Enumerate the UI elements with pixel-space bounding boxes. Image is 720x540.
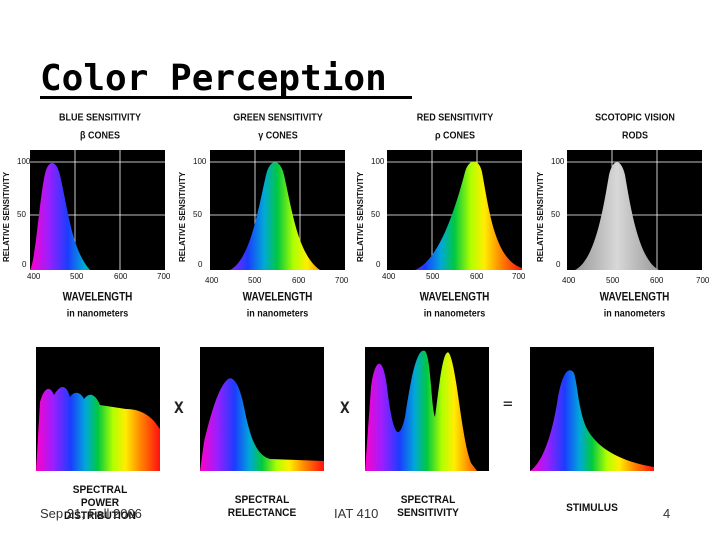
spectral-sensitivity-box [365,347,489,471]
panel-title: BLUE SENSITIVITY [58,111,141,123]
y-tick: 50 [17,210,26,219]
title-underline [40,96,412,99]
y-tick: 100 [17,157,31,166]
spectral-reflectance-box [200,347,324,471]
page-number: 4 [663,506,671,521]
y-tick: 0 [376,260,381,269]
x-tick: 600 [650,276,664,285]
x-axis-label: WAVELENGTH [419,291,490,304]
sensitivity-plot [567,150,702,270]
spectral-power-distribution-box [36,347,160,471]
x-tick: 500 [606,276,620,285]
y-tick: 0 [198,260,203,269]
y-axis-label: RELATIVE SENSITIVITY [178,171,187,262]
x-tick: 400 [205,276,219,285]
spectrum-fill [30,150,165,270]
x-tick: 500 [248,276,262,285]
scotopic-curve [575,162,659,270]
x-tick: 400 [562,276,576,285]
x-axis-label: WAVELENGTH [62,291,133,304]
footer-course: IAT 410 [334,506,379,521]
caption-stimulus: STIMULUS [566,502,618,514]
x-axis-label: WAVELENGTH [599,291,670,304]
y-tick: 100 [551,157,565,166]
sensitivity-plot [210,150,345,270]
multiply-operator: X [340,398,350,417]
panel-subtitle: β CONES [80,129,120,141]
x-tick: 400 [382,272,396,281]
x-tick: 700 [696,276,710,285]
y-tick: 50 [193,210,202,219]
equals-operator: = [503,394,513,413]
panel-title: GREEN SENSITIVITY [233,111,323,123]
panel-title: SCOTOPIC VISION [595,111,675,123]
sensitivity-plot [30,150,165,270]
multiply-operator: X [174,398,184,417]
x-axis-label: WAVELENGTH [242,291,313,304]
y-tick: 100 [371,157,385,166]
x-tick: 600 [114,272,128,281]
caption-spectral-sensitivity: SPECTRAL SENSITIVITY [397,494,459,519]
spectrum-fill [387,150,522,270]
x-tick: 400 [27,272,41,281]
x-tick: 500 [70,272,84,281]
x-tick: 600 [470,272,484,281]
y-tick: 0 [556,260,561,269]
caption-spectral-power-distribution: SPECTRAL POWER DISTRIBUTION [64,484,136,522]
spectrum-fill [210,150,345,270]
y-tick: 100 [193,157,207,166]
y-tick: 50 [371,210,380,219]
caption-spectral-reflectance: SPECTRAL RELECTANCE [227,494,297,519]
slide-title: Color Perception [40,58,387,99]
sensitivity-plot [387,150,522,270]
panel-subtitle: RODS [621,129,648,141]
x-tick: 700 [335,276,349,285]
x-tick: 700 [512,272,526,281]
x-axis-unit: in nanometers [246,307,309,319]
y-tick: 50 [551,210,560,219]
x-axis-unit: in nanometers [603,307,666,319]
y-axis-label: RELATIVE SENSITIVITY [2,171,11,262]
x-tick: 500 [426,272,440,281]
footer-date: Sep 21, Fall 2006 [40,506,142,521]
x-axis-unit: in nanometers [423,307,486,319]
panel-subtitle: γ CONES [258,129,298,141]
x-tick: 700 [157,272,171,281]
x-tick: 600 [292,276,306,285]
stimulus-box [530,347,654,471]
y-axis-label: RELATIVE SENSITIVITY [356,171,365,262]
panel-subtitle: ρ CONES [434,129,476,141]
y-axis-label: RELATIVE SENSITIVITY [536,171,545,262]
y-tick: 0 [22,260,27,269]
x-axis-unit: in nanometers [66,307,129,319]
panel-title: RED SENSITIVITY [416,111,494,123]
